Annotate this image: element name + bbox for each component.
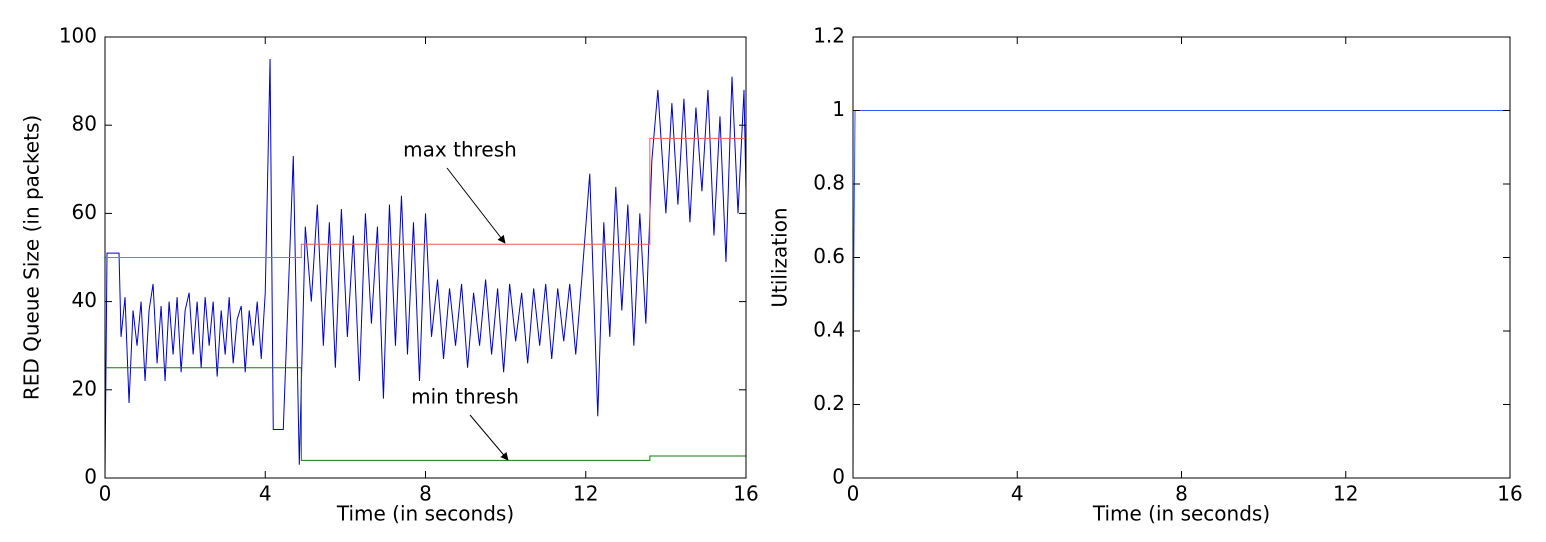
data-line [105,367,746,461]
x-axis-label: Time (in seconds) [1092,502,1270,526]
y-tick-label: 1 [832,97,845,121]
x-tick-label: 0 [847,482,860,506]
plot-frame [852,36,1511,479]
y-tick-label: 100 [59,24,97,48]
y-tick-label: 0.4 [813,318,845,342]
y-tick-label: 0.8 [813,171,845,195]
y-tick-label: 20 [72,376,97,400]
y-tick-label: 0 [84,465,97,489]
x-tick-label: 12 [1333,482,1358,506]
data-line [852,110,1510,479]
x-tick-label: 12 [573,482,598,506]
y-tick-label: 0.2 [813,391,845,415]
x-axis-label: Time (in seconds) [336,502,514,526]
y-tick-label: 0.6 [813,244,845,268]
x-tick-label: 0 [99,482,112,506]
annotation: min thresh [411,385,519,409]
data-line [104,59,747,479]
x-tick-label: 4 [259,482,272,506]
x-tick-label: 8 [1175,482,1188,506]
annotation-arrow [446,167,506,244]
y-tick-label: 0 [832,465,845,489]
annotation-arrow [469,414,509,461]
annotation: max thresh [403,138,517,162]
y-axis-label: RED Queue Size (in packets) [20,115,44,400]
x-tick-label: 4 [1011,482,1024,506]
x-tick-label: 8 [419,482,432,506]
y-tick-label: 1.2 [813,24,845,48]
data-line [105,137,746,258]
y-tick-label: 40 [72,288,97,312]
x-tick-label: 16 [1497,482,1522,506]
x-tick-label: 16 [733,482,758,506]
y-axis-label: Utilization [768,207,792,307]
y-tick-label: 80 [72,112,97,136]
y-tick-label: 60 [72,200,97,224]
